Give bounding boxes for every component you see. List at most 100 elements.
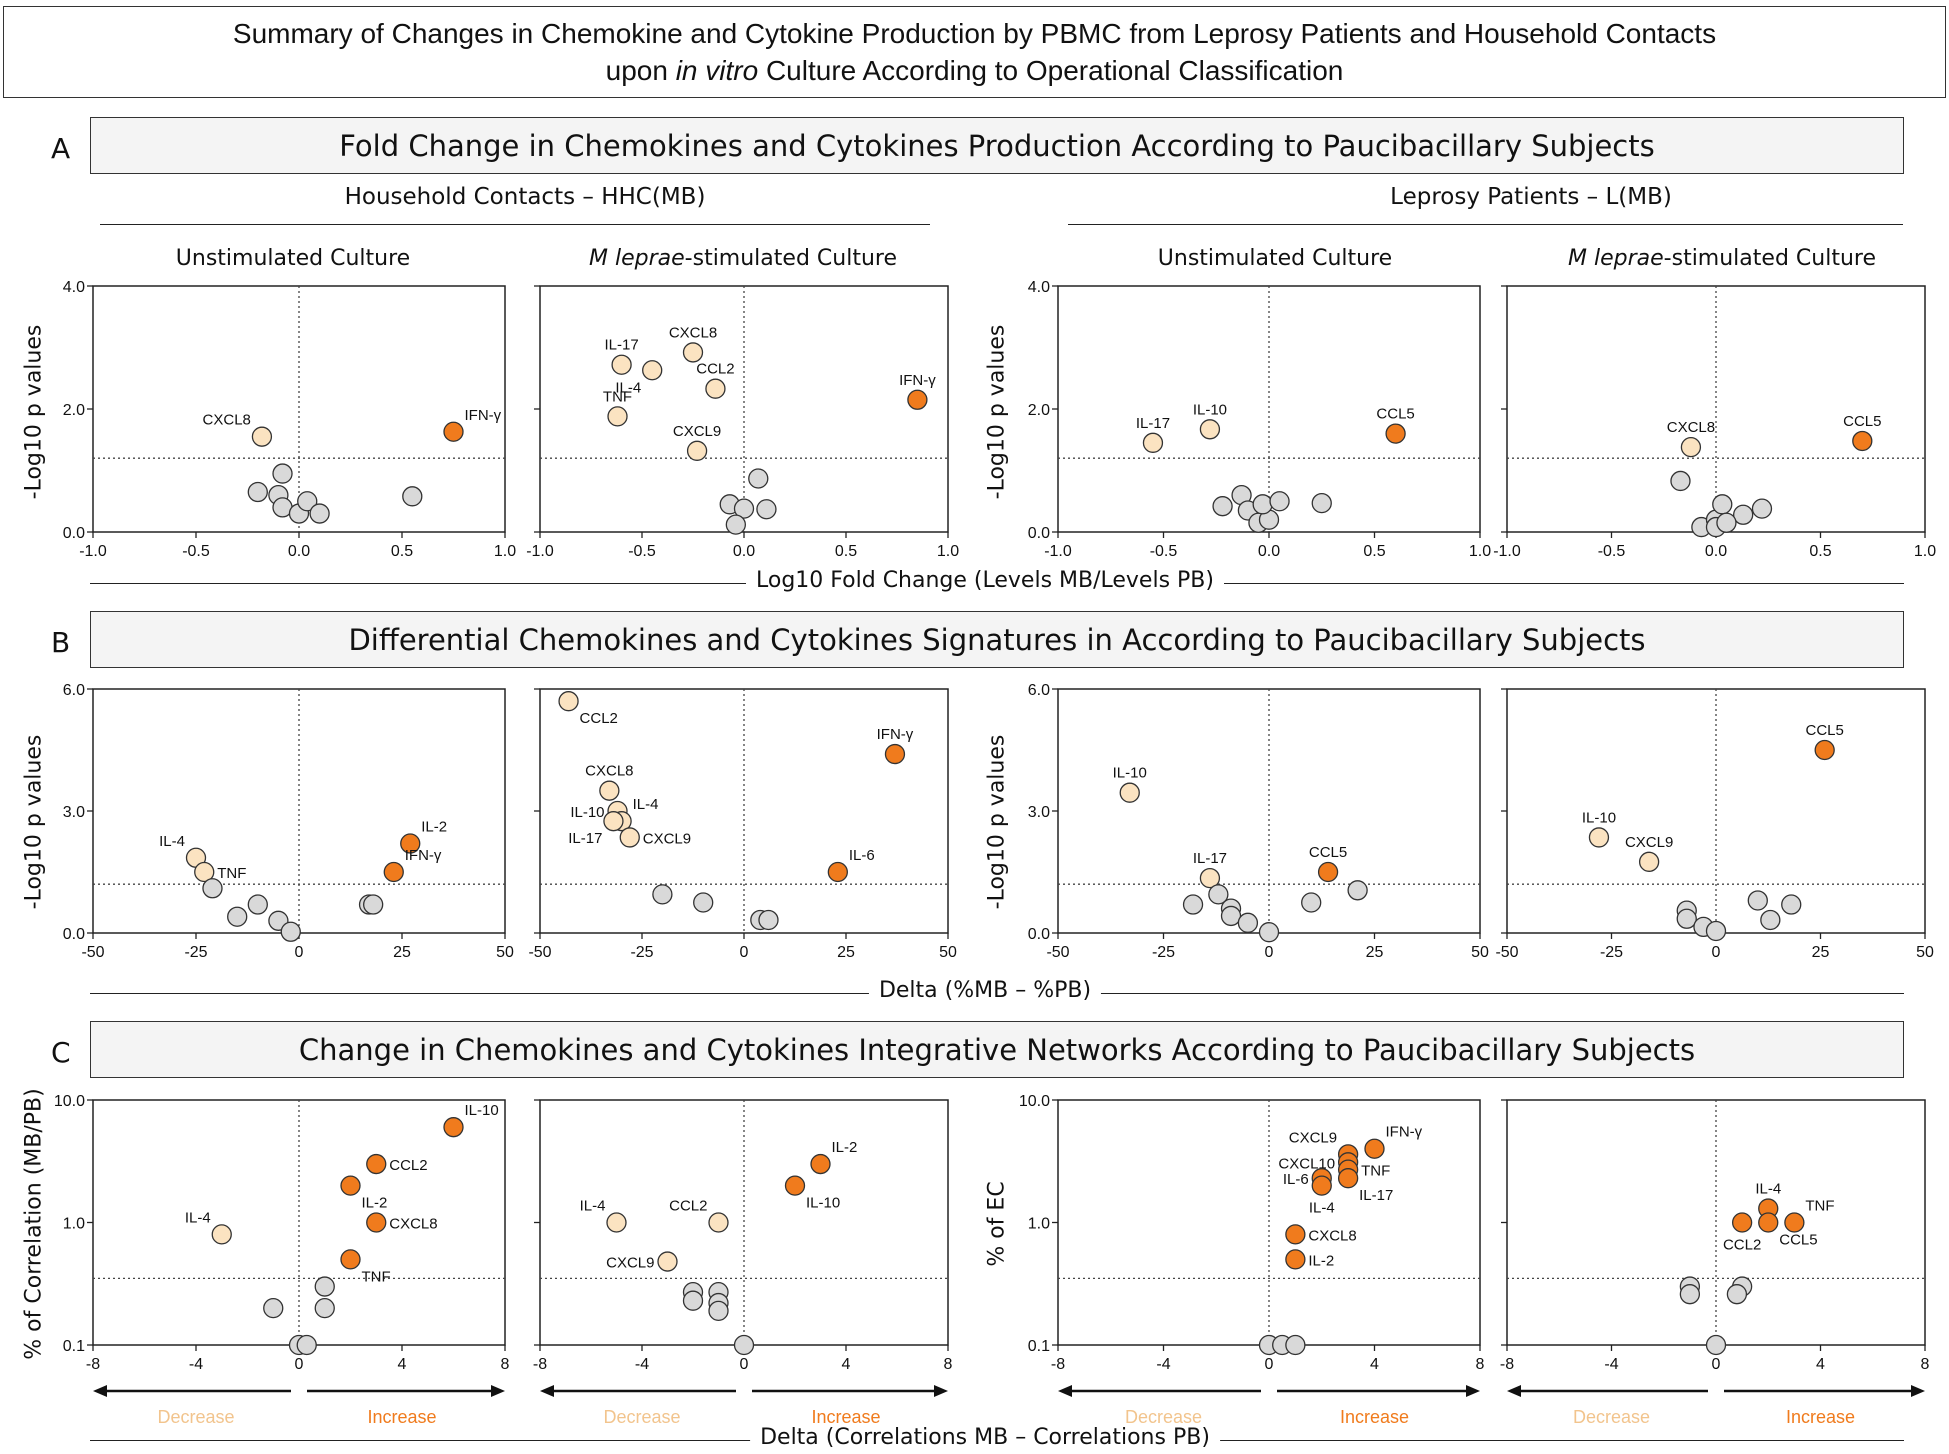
panel-a4-title: M leprae-stimulated Culture (1568, 246, 1876, 271)
b4-xtick-label: -25 (1600, 944, 1623, 961)
b1-point-unlabeled (202, 878, 223, 899)
b1-point-unlabeled (227, 906, 248, 927)
a4-point-unlabeled (1705, 509, 1727, 530)
b1-frame (92, 688, 506, 934)
a2-point-label: TNF (603, 388, 632, 405)
b2-point-il-10 (607, 800, 628, 822)
c2-xtick-label: -8 (533, 1356, 547, 1373)
group-underline-hhc (100, 224, 930, 225)
c4-point-unlabeled (1679, 1276, 1701, 1297)
c2-increase-arrowhead (934, 1385, 948, 1397)
a4-xtick-label: 0.5 (1809, 543, 1831, 560)
c1-point-label: CCL2 (389, 1157, 427, 1174)
c2-decrease-label: Decrease (603, 1407, 680, 1427)
a3-point-unlabeled (1237, 500, 1259, 521)
b4-point-unlabeled (1781, 894, 1802, 915)
c3-decrease-arrowhead (1058, 1385, 1072, 1397)
c2-xtick-label: 4 (842, 1356, 851, 1373)
c3-point-label: CXCL10 (1278, 1155, 1335, 1172)
c4-xtick-label: 4 (1816, 1356, 1825, 1373)
b3-point-il-17 (1199, 867, 1221, 889)
a4-xtick-label: 0.0 (1705, 543, 1727, 560)
b1-point-label: TNF (217, 865, 246, 882)
c4-increase-arrowhead (1911, 1385, 1925, 1397)
a4-point-label: CCL5 (1843, 413, 1881, 430)
b1-point-il-2 (400, 833, 421, 854)
a3-ytick-label: 0.0 (1028, 525, 1050, 542)
c3-point-label: CXCL9 (1289, 1129, 1337, 1146)
c2-frame (539, 1099, 949, 1346)
c2-decrease-arrowhead (540, 1385, 554, 1397)
a3-point-il-10 (1199, 419, 1221, 440)
c3-xtick-label: 0 (1265, 1356, 1274, 1373)
b2-point-cxcl9 (619, 827, 640, 848)
b3-point-unlabeled (1258, 922, 1280, 943)
c3-decrease-label: Decrease (1125, 1407, 1202, 1427)
c3-point-label: IL-6 (1283, 1171, 1309, 1188)
a3-point-unlabeled (1248, 512, 1269, 533)
b2-point-ccl2 (558, 691, 579, 712)
c3-increase-label: Increase (1340, 1407, 1409, 1427)
c1-point-unlabeled (263, 1297, 284, 1319)
a1-point-unlabeled (309, 503, 330, 524)
b2-point-unlabeled (652, 884, 673, 905)
c1-ytick-label: 0.1 (63, 1338, 85, 1355)
c4-point-unlabeled (1679, 1284, 1701, 1305)
a3-xtick-label: 1.0 (1469, 543, 1491, 560)
c2-point-label: IL-10 (806, 1195, 840, 1212)
c2-point-ccl2 (708, 1212, 729, 1233)
a2-point-label: IL-17 (604, 337, 638, 354)
b4-point-ccl5 (1814, 739, 1835, 761)
a1-point-label: IFN-γ (465, 407, 502, 424)
c3-point-label: IL-17 (1359, 1187, 1393, 1204)
c1-point-label: IL-10 (465, 1102, 499, 1119)
a2-point-il-4 (642, 360, 663, 381)
c3-point-il-2 (1285, 1249, 1306, 1270)
b3-point-unlabeled (1208, 884, 1229, 905)
c3-point-ifn-γ (1364, 1138, 1385, 1159)
c4-xtick-label: -8 (1500, 1356, 1514, 1373)
c1-point-label: TNF (362, 1268, 391, 1285)
c2-point-unlabeled (682, 1282, 704, 1303)
b1-ytick-label: 0.0 (63, 926, 85, 943)
a1-xtick-label: 0.0 (288, 543, 310, 560)
b1-point-label: IL-4 (159, 833, 185, 850)
panel-a3-title: Unstimulated Culture (1157, 246, 1393, 271)
b4-xtick-label: -50 (1495, 944, 1518, 961)
b1-xtick-label: -25 (184, 944, 207, 961)
c4-point-label: CCL5 (1779, 1232, 1817, 1249)
c1-xtick-label: -8 (86, 1356, 100, 1373)
b3-point-unlabeled (1220, 898, 1242, 919)
c2-xtick-label: 8 (944, 1356, 953, 1373)
c3-ytick-label: 0.1 (1028, 1338, 1050, 1355)
a2-point-il-17 (611, 354, 632, 375)
b1-point-unlabeled (358, 894, 380, 915)
b1-point-unlabeled (280, 921, 301, 942)
b4-xtick-label: 50 (1916, 944, 1934, 961)
c1-point-unlabeled (314, 1297, 335, 1319)
title-line2-post: Culture According to Operational Classif… (758, 55, 1344, 86)
c1-point-label: CXCL8 (389, 1216, 437, 1233)
b2-point-label: IL-17 (568, 830, 602, 847)
b3-point-label: IL-10 (1113, 765, 1147, 782)
c2-point-unlabeled (708, 1300, 729, 1322)
c2-increase-label: Increase (811, 1407, 880, 1427)
c4-point-label: CCL2 (1723, 1237, 1761, 1254)
section-c-title: Change in Chemokines and Cytokines Integ… (90, 1021, 1904, 1078)
b4-point-unlabeled (1693, 916, 1714, 938)
a1-point-label: CXCL8 (203, 412, 251, 429)
b3-point-ccl5 (1317, 861, 1339, 883)
title-line2-italic: in vitro (675, 55, 759, 86)
a4-point-unlabeled (1733, 504, 1754, 525)
c1-point-cxcl8 (366, 1212, 387, 1233)
a2-xtick-label: 1.0 (937, 543, 959, 560)
b4-point-label: CXCL9 (1625, 834, 1673, 851)
a4-frame (1506, 285, 1926, 533)
a4-point-unlabeled (1670, 470, 1691, 492)
c1-point-unlabeled (314, 1276, 335, 1297)
c4-point-unlabeled (1726, 1284, 1748, 1305)
ylabel-b-right: -Log10 p values (984, 734, 1010, 910)
a1-point-cxcl8 (251, 426, 273, 447)
b1-point-label: IFN-γ (405, 847, 442, 864)
b3-xtick-label: 0 (1265, 944, 1274, 961)
